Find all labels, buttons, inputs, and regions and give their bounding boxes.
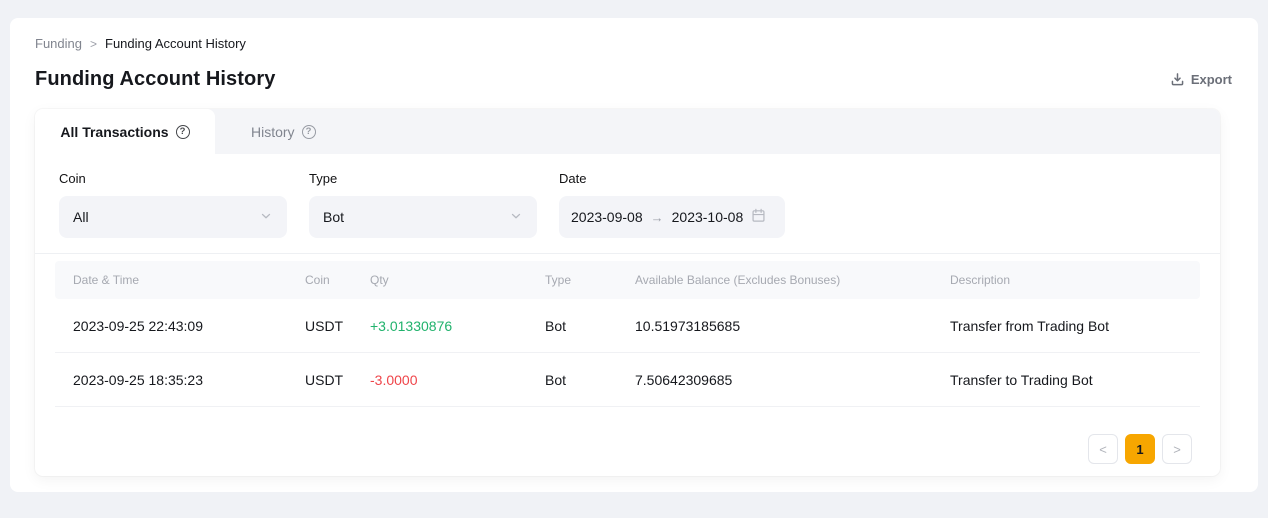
type-select-value: Bot: [323, 209, 345, 225]
tab-all-transactions-label: All Transactions: [60, 123, 169, 140]
col-header-description: Description: [950, 273, 1011, 287]
tab-bar: All Transactions ? History ?: [35, 109, 1220, 154]
cell-balance: 10.51973185685: [635, 317, 741, 334]
coin-select-value: All: [73, 209, 89, 225]
breadcrumb-current: Funding Account History: [105, 36, 246, 51]
funding-history-panel: Funding > Funding Account History Fundin…: [10, 18, 1258, 492]
cell-coin: USDT: [305, 371, 344, 388]
col-header-type: Type: [545, 273, 572, 287]
table-row: 2023-09-25 18:35:23 USDT -3.0000 Bot 7.5…: [55, 353, 1200, 407]
filters-divider: [35, 253, 1220, 254]
pagination-prev-button[interactable]: <: [1088, 434, 1118, 464]
cell-description: Transfer to Trading Bot: [950, 371, 1093, 388]
date-filter-label: Date: [559, 171, 587, 186]
tab-history-label: History: [251, 123, 295, 140]
export-button[interactable]: Export: [1170, 72, 1232, 87]
breadcrumb: Funding > Funding Account History: [35, 36, 1232, 51]
download-icon: [1170, 72, 1185, 87]
cell-type: Bot: [545, 317, 567, 334]
filters-row: Coin All Type Bot Date: [35, 154, 1220, 238]
pagination: < 1 >: [35, 407, 1220, 464]
date-range-arrow-icon: →: [650, 209, 664, 225]
date-start-value[interactable]: 2023-09-08: [571, 209, 643, 225]
table-body: 2023-09-25 22:43:09 USDT +3.01330876 Bot…: [55, 299, 1200, 407]
cell-type: Bot: [545, 371, 567, 388]
cell-description: Transfer from Trading Bot: [950, 317, 1109, 334]
date-range-picker[interactable]: 2023-09-08 → 2023-10-08: [559, 196, 785, 238]
date-end-value[interactable]: 2023-10-08: [671, 209, 744, 225]
breadcrumb-separator: >: [89, 36, 97, 51]
cell-balance: 7.50642309685: [635, 371, 733, 388]
transactions-card: All Transactions ? History ? Coin All Ty…: [35, 109, 1220, 476]
coin-select[interactable]: All: [59, 196, 287, 238]
export-label: Export: [1190, 72, 1232, 87]
tab-all-transactions[interactable]: All Transactions ?: [35, 109, 215, 154]
type-select[interactable]: Bot: [309, 196, 537, 238]
page-title: Funding Account History: [35, 68, 276, 90]
chevron-down-icon: [259, 209, 273, 226]
coin-filter-label: Coin: [59, 171, 86, 186]
breadcrumb-funding[interactable]: Funding: [35, 36, 82, 51]
help-icon[interactable]: ?: [301, 124, 316, 139]
tab-history[interactable]: History ?: [215, 109, 352, 154]
cell-datetime: 2023-09-25 22:43:09: [73, 317, 203, 334]
chevron-down-icon: [509, 209, 523, 226]
cell-qty: -3.0000: [370, 371, 418, 388]
calendar-icon[interactable]: [751, 208, 766, 226]
col-header-coin: Coin: [305, 273, 330, 287]
pagination-next-button[interactable]: >: [1162, 434, 1192, 464]
type-filter-label: Type: [309, 171, 338, 186]
col-header-balance: Available Balance (Excludes Bonuses): [635, 273, 841, 287]
col-header-qty: Qty: [370, 273, 389, 287]
cell-qty: +3.01330876: [370, 317, 453, 334]
cell-coin: USDT: [305, 317, 344, 334]
table-row: 2023-09-25 22:43:09 USDT +3.01330876 Bot…: [55, 299, 1200, 353]
pagination-page-1-button[interactable]: 1: [1125, 434, 1155, 464]
col-header-datetime: Date & Time: [73, 273, 140, 287]
cell-datetime: 2023-09-25 18:35:23: [73, 371, 203, 388]
table-header-row: Date & Time Coin Qty Type Available Bala…: [55, 261, 1200, 299]
help-icon[interactable]: ?: [175, 124, 190, 139]
